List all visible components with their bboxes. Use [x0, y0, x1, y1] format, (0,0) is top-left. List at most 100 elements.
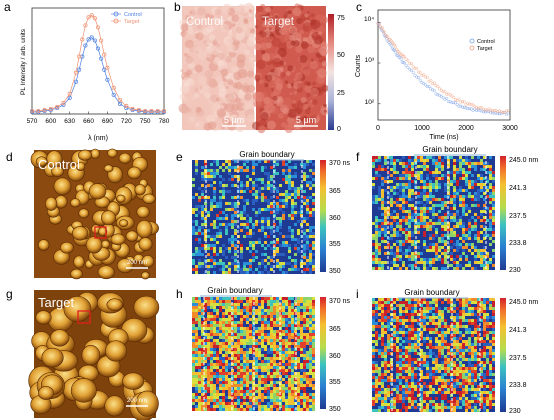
map-pixel — [306, 384, 309, 387]
map-pixel — [486, 162, 489, 165]
panel-c-point-control — [406, 65, 410, 69]
map-pixel — [228, 390, 231, 393]
map-pixel — [474, 228, 477, 231]
map-pixel — [384, 367, 387, 370]
map-pixel — [378, 264, 381, 267]
panel-c-point-target — [415, 66, 419, 71]
panel-f-cb-tick-241: 241.3 — [509, 185, 527, 192]
legend-marker-target — [469, 45, 475, 51]
map-pixel — [420, 313, 423, 316]
map-pixel — [441, 361, 444, 364]
pl-speckle — [295, 72, 303, 80]
map-pixel — [387, 379, 390, 382]
map-pixel — [201, 327, 204, 330]
map-pixel — [468, 340, 471, 343]
pl-speckle — [292, 7, 302, 17]
map-pixel — [483, 334, 486, 337]
map-pixel — [291, 303, 294, 306]
map-pixel — [270, 300, 273, 303]
map-pixel — [312, 244, 315, 247]
map-pixel — [228, 178, 231, 181]
map-pixel — [399, 207, 402, 210]
map-pixel — [207, 259, 210, 262]
map-pixel — [435, 361, 438, 364]
map-pixel — [384, 162, 387, 165]
map-pixel — [276, 354, 279, 357]
map-pixel — [255, 199, 258, 202]
map-pixel — [444, 201, 447, 204]
map-pixel — [459, 373, 462, 376]
map-pixel — [405, 177, 408, 180]
map-pixel — [420, 367, 423, 370]
map-pixel — [405, 352, 408, 355]
map-pixel — [387, 343, 390, 346]
map-pixel — [429, 156, 432, 159]
map-pixel — [411, 358, 414, 361]
map-pixel — [207, 381, 210, 384]
map-pixel — [282, 369, 285, 372]
map-pixel — [204, 360, 207, 363]
map-pixel — [480, 252, 483, 255]
map-pixel — [414, 258, 417, 261]
map-pixel — [489, 222, 492, 225]
legend-label-target: Target — [477, 46, 493, 52]
map-pixel — [309, 187, 312, 190]
map-pixel — [459, 301, 462, 304]
map-pixel — [486, 207, 489, 210]
map-pixel — [300, 366, 303, 369]
map-pixel — [264, 253, 267, 256]
map-pixel — [294, 339, 297, 342]
map-pixel — [306, 223, 309, 226]
map-pixel — [399, 222, 402, 225]
map-pixel — [312, 214, 315, 217]
map-pixel — [465, 180, 468, 183]
map-pixel — [210, 405, 213, 408]
map-pixel — [375, 237, 378, 240]
map-pixel — [402, 165, 405, 168]
map-pixel — [462, 301, 465, 304]
map-pixel — [228, 208, 231, 211]
pl-speckle — [216, 43, 221, 48]
map-pixel — [405, 361, 408, 364]
map-pixel — [249, 268, 252, 271]
map-pixel — [378, 301, 381, 304]
map-pixel — [210, 372, 213, 375]
map-pixel — [312, 405, 315, 408]
map-pixel — [288, 196, 291, 199]
map-pixel — [372, 237, 375, 240]
map-pixel — [390, 225, 393, 228]
map-pixel — [198, 303, 201, 306]
map-pixel — [465, 255, 468, 258]
map-pixel — [258, 381, 261, 384]
map-pixel — [195, 265, 198, 268]
map-pixel — [492, 313, 495, 316]
panel-c-point-control — [492, 112, 496, 116]
map-pixel — [240, 309, 243, 312]
map-pixel — [210, 318, 213, 321]
map-pixel — [297, 363, 300, 366]
panel-c-point-control — [404, 63, 408, 67]
map-pixel — [270, 303, 273, 306]
map-pixel — [246, 297, 249, 300]
map-pixel — [414, 183, 417, 186]
map-pixel — [462, 210, 465, 213]
map-pixel — [297, 229, 300, 232]
map-pixel — [243, 330, 246, 333]
map-pixel — [483, 192, 486, 195]
map-pixel — [492, 328, 495, 331]
map-pixel — [414, 343, 417, 346]
map-pixel — [228, 169, 231, 172]
map-pixel — [246, 351, 249, 354]
map-pixel — [288, 306, 291, 309]
map-pixel — [447, 331, 450, 334]
map-pixel — [486, 316, 489, 319]
map-pixel — [225, 208, 228, 211]
map-pixel — [402, 301, 405, 304]
map-pixel — [291, 214, 294, 217]
pl-speckle — [231, 103, 240, 112]
map-pixel — [420, 343, 423, 346]
map-pixel — [276, 196, 279, 199]
map-pixel — [390, 189, 393, 192]
map-pixel — [477, 352, 480, 355]
map-pixel — [201, 196, 204, 199]
